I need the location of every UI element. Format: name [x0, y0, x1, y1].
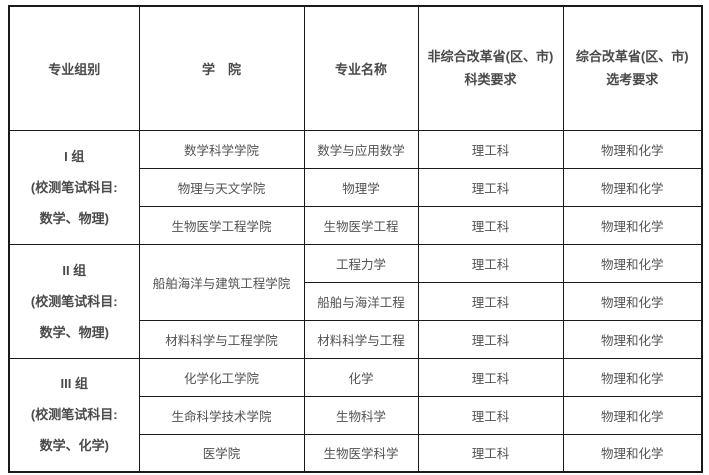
subject-requirement-cell: 理工科	[417, 243, 564, 283]
group-1-subtitle-line1: (校测笔试科目:	[30, 179, 118, 195]
header-reform-line1: 综合改革省(区、市)	[575, 49, 689, 65]
college-cell: 医学院	[138, 433, 305, 473]
college-cell: 数学科学学院	[138, 129, 305, 169]
subject-requirement-cell: 理工科	[417, 319, 564, 359]
group-2-label-cell: II 组 (校测笔试科目: 数学、物理)	[8, 243, 140, 359]
major-cell: 数学与应用数学	[303, 129, 419, 169]
header-non-reform-requirement: 非综合改革省(区、市) 科类要求	[417, 5, 564, 131]
group-1-subtitle-line2: 数学、物理)	[39, 210, 109, 226]
major-cell: 生物医学工程	[303, 205, 419, 245]
table-row: 生命科学技术学院 生物科学 理工科 物理和化学	[9, 395, 703, 435]
major-cell: 物理学	[303, 167, 419, 207]
major-cell: 化学	[303, 357, 419, 397]
major-cell: 材料科学与工程	[303, 319, 419, 359]
group-2-subtitle-line1: (校测笔试科目:	[30, 293, 118, 309]
table-row: 医学院 生物医学科学 理工科 物理和化学	[9, 433, 703, 473]
exam-requirement-cell: 物理和化学	[562, 281, 703, 321]
header-reform-requirement: 综合改革省(区、市) 选考要求	[562, 5, 703, 131]
table-row: 生物医学工程学院 生物医学工程 理工科 物理和化学	[9, 205, 703, 245]
group-2-subtitle-line2: 数学、物理)	[39, 324, 109, 340]
table-row: II 组 (校测笔试科目: 数学、物理) 船舶海洋与建筑工程学院 工程力学 理工…	[8, 243, 703, 359]
header-group-category: 专业组别	[8, 5, 140, 131]
college-cell: 材料科学与工程学院	[138, 319, 305, 359]
college-cell: 船舶海洋与建筑工程学院	[138, 243, 305, 321]
major-cell: 生物科学	[303, 395, 419, 435]
college-cell: 物理与天文学院	[138, 167, 305, 207]
subject-requirement-cell: 理工科	[417, 357, 564, 397]
header-non-reform-line2: 科类要求	[464, 72, 517, 88]
exam-requirement-cell: 物理和化学	[562, 129, 703, 169]
college-cell: 生物医学工程学院	[138, 205, 305, 245]
exam-requirement-cell: 物理和化学	[562, 243, 703, 283]
major-cell: 工程力学	[303, 243, 419, 283]
group-3-subtitle-line2: 数学、化学)	[39, 438, 109, 454]
group-3-label-cell: III 组 (校测笔试科目: 数学、化学)	[8, 357, 140, 473]
college-cell: 化学化工学院	[138, 357, 305, 397]
table-row: 船舶与海洋工程 理工科 物理和化学	[9, 281, 703, 321]
exam-requirement-cell: 物理和化学	[562, 205, 703, 245]
subject-requirement-cell: 理工科	[417, 129, 564, 169]
group-1-label-cell: I 组 (校测笔试科目: 数学、物理)	[8, 129, 140, 245]
subject-requirement-cell: 理工科	[417, 205, 564, 245]
table-row: 材料科学与工程学院 材料科学与工程 理工科 物理和化学	[9, 319, 703, 359]
group-1-title: I 组	[64, 148, 85, 164]
exam-requirement-cell: 物理和化学	[562, 357, 703, 397]
table-row: III 组 (校测笔试科目: 数学、化学) 化学化工学院 化学 理工科 物理和化…	[8, 357, 703, 473]
subject-requirement-cell: 理工科	[417, 167, 564, 207]
exam-requirement-cell: 物理和化学	[562, 167, 703, 207]
admissions-table: 专业组别 学 院 专业名称 非综合改革省(区、市) 科类要求 综合改革省(区、市…	[8, 5, 703, 473]
exam-requirement-cell: 物理和化学	[562, 433, 703, 473]
header-college: 学 院	[138, 5, 305, 131]
group-2-title: II 组	[62, 262, 87, 278]
header-major-name: 专业名称	[303, 5, 419, 131]
table-header-row: 专业组别 学 院 专业名称 非综合改革省(区、市) 科类要求 综合改革省(区、市…	[8, 5, 703, 131]
exam-requirement-cell: 物理和化学	[562, 395, 703, 435]
subject-requirement-cell: 理工科	[417, 433, 564, 473]
subject-requirement-cell: 理工科	[417, 395, 564, 435]
major-cell: 船舶与海洋工程	[303, 281, 419, 321]
subject-requirement-cell: 理工科	[417, 281, 564, 321]
header-non-reform-line1: 非综合改革省(区、市)	[427, 49, 554, 65]
group-3-title: III 组	[60, 376, 88, 392]
table-row: 物理与天文学院 物理学 理工科 物理和化学	[9, 167, 703, 207]
major-cell: 生物医学科学	[303, 433, 419, 473]
table-row: I 组 (校测笔试科目: 数学、物理) 数学科学学院 数学与应用数学 理工科 物…	[8, 129, 703, 245]
group-3-subtitle-line1: (校测笔试科目:	[30, 407, 118, 423]
college-cell: 生命科学技术学院	[138, 395, 305, 435]
header-reform-line2: 选考要求	[606, 72, 659, 88]
exam-requirement-cell: 物理和化学	[562, 319, 703, 359]
